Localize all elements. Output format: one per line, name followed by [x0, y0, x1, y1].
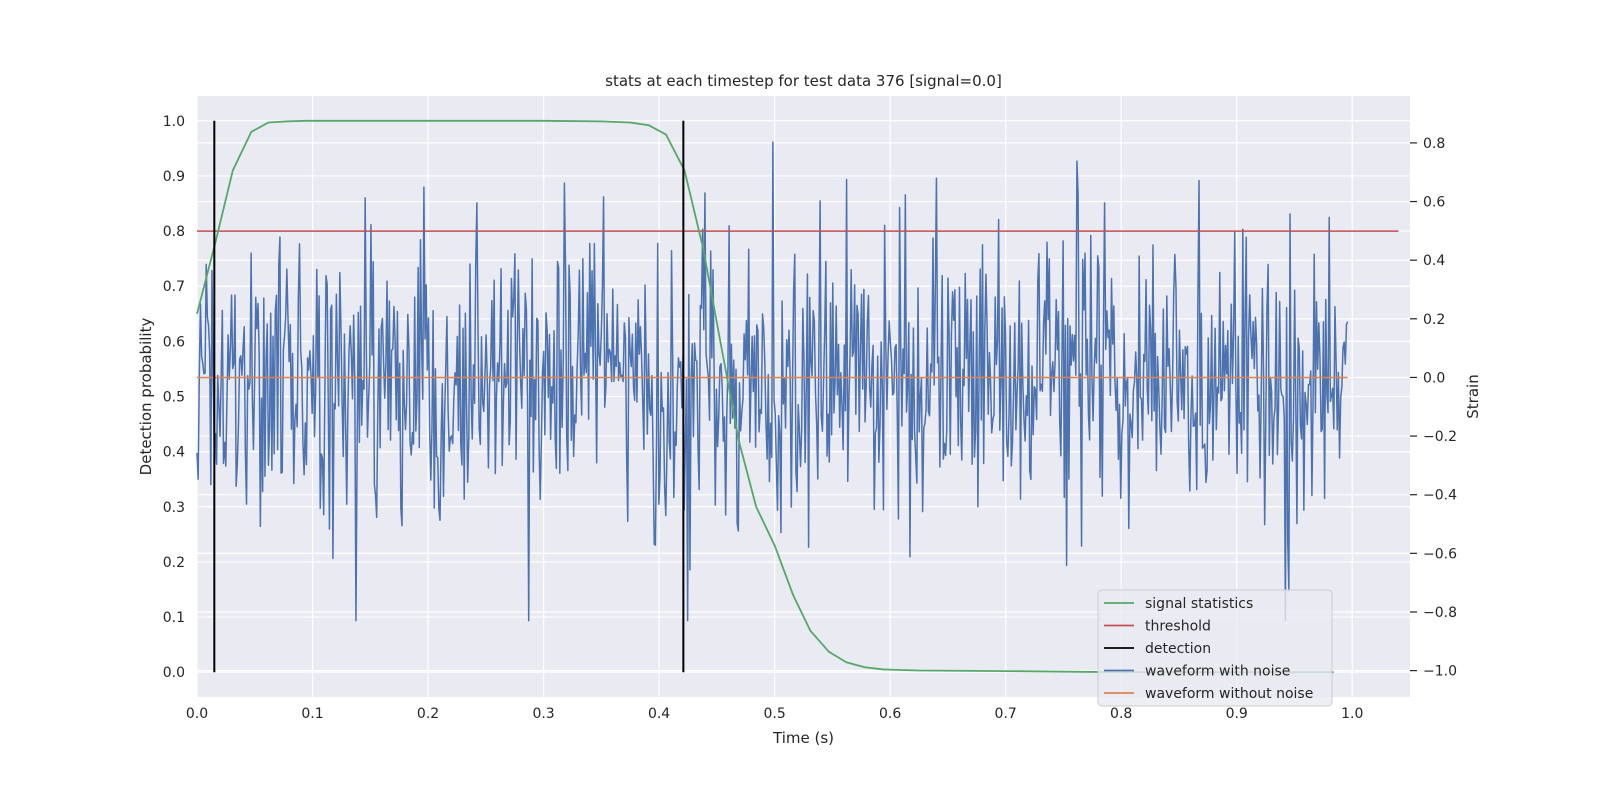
- y-tick-label: 0.6: [163, 334, 185, 350]
- legend-box: [1097, 589, 1333, 707]
- x-tick-label: 0.9: [1226, 706, 1248, 722]
- y-tick-label: 1.0: [163, 114, 185, 130]
- y-right-tick-label: 0.4: [1423, 253, 1445, 269]
- y-tick-label: 0.5: [163, 390, 185, 406]
- x-tick-label: 0.2: [417, 706, 439, 722]
- y-right-tick-label: −0.8: [1423, 605, 1457, 621]
- y-right-tick-label: −0.6: [1423, 546, 1457, 562]
- y-tick-label: 0.3: [163, 500, 185, 516]
- y-right-tick-label: 0.0: [1423, 370, 1445, 386]
- y-tick-label: 0.8: [163, 224, 185, 240]
- legend-label: signal statistics: [1145, 596, 1253, 612]
- x-tick-label: 0.8: [1110, 706, 1132, 722]
- legend-label: waveform with noise: [1145, 664, 1290, 680]
- y-tick-label: 0.0: [163, 665, 185, 681]
- y-right-tick-label: 0.8: [1423, 136, 1445, 152]
- y-tick-label: 0.1: [163, 610, 185, 626]
- x-tick-label: 0.3: [532, 706, 554, 722]
- y-tick-label: 0.9: [163, 169, 185, 185]
- y-right-tick-label: −0.2: [1423, 429, 1457, 445]
- y-right-tick-label: 0.2: [1423, 312, 1445, 328]
- chart-title: stats at each timestep for test data 376…: [605, 72, 1002, 90]
- x-tick-label: 0.0: [186, 706, 208, 722]
- legend: signal statistics threshold detection wavef…: [1097, 589, 1333, 707]
- x-tick-label: 1.0: [1341, 706, 1363, 722]
- y-axis-title: Detection probability: [137, 318, 155, 476]
- series-signal-statistics: [196, 119, 1334, 674]
- y-right-tick-label: −1.0: [1423, 664, 1457, 680]
- x-tick-label: 0.1: [301, 706, 323, 722]
- legend-label: threshold: [1145, 619, 1211, 635]
- y-right-tick-label: 0.6: [1423, 195, 1445, 211]
- y-tick-label: 0.4: [163, 445, 185, 461]
- y-tick-label: 0.2: [163, 555, 185, 571]
- series-waveform-with-noise: [196, 141, 1349, 622]
- legend-label: waveform without noise: [1145, 686, 1313, 702]
- tick-labels: 0.0 0.1 0.2 0.3 0.4 0.5 0.6 0.7 0.8 0.9 1.0 0.0 0.1 0…: [163, 114, 1457, 722]
- y-right-axis-title: Strain: [1464, 374, 1482, 418]
- x-tick-label: 0.7: [995, 706, 1017, 722]
- y-right-tick-label: −0.4: [1423, 488, 1457, 504]
- x-tick-label: 0.4: [648, 706, 670, 722]
- x-tick-label: 0.6: [879, 706, 901, 722]
- series-layer: [196, 119, 1399, 674]
- y-tick-label: 0.7: [163, 279, 185, 295]
- x-tick-label: 0.5: [763, 706, 785, 722]
- legend-label: detection: [1145, 641, 1211, 657]
- x-axis-title: Time (s): [772, 729, 834, 747]
